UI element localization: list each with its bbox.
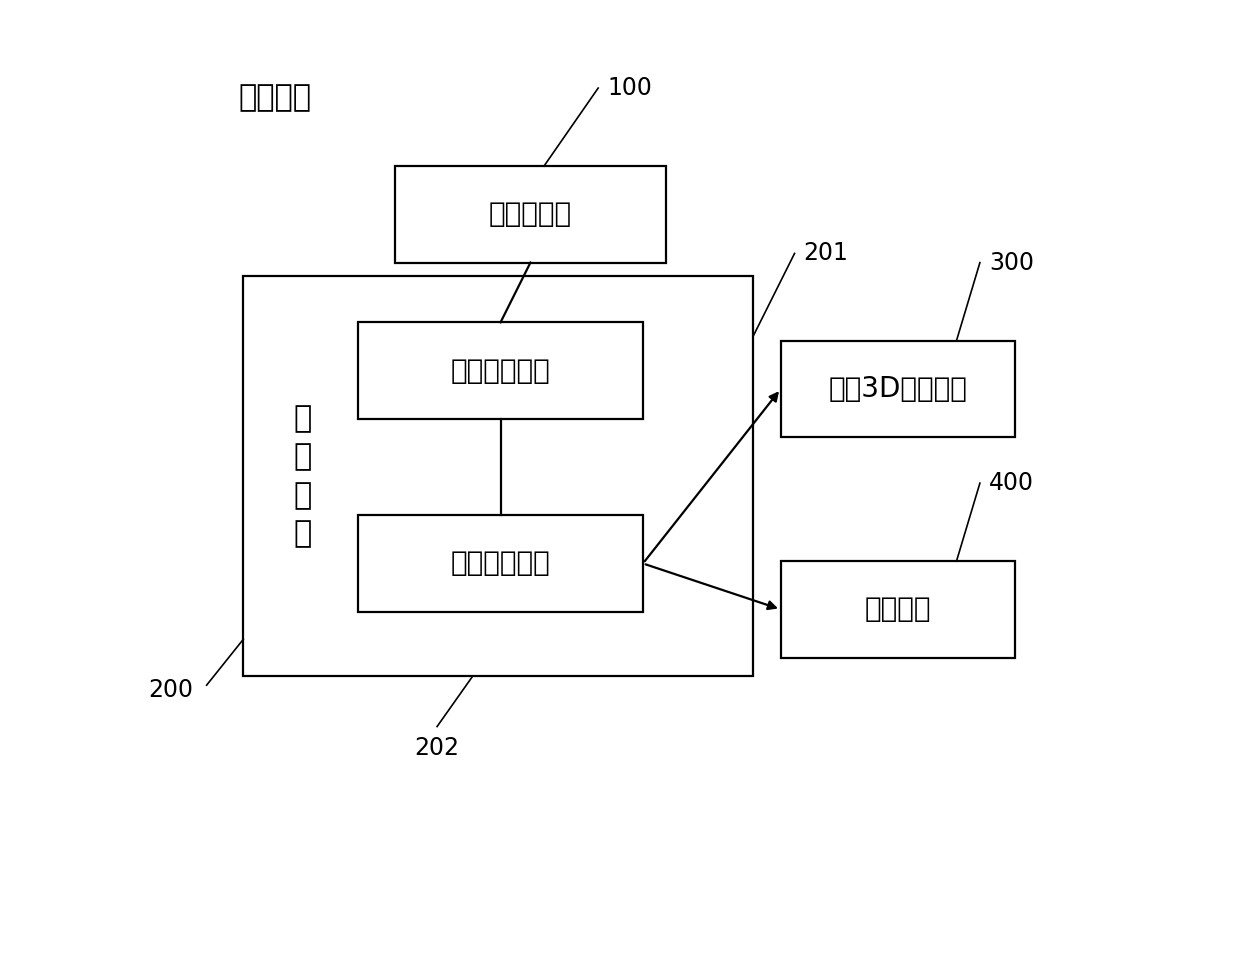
Text: 400: 400 xyxy=(990,471,1034,495)
Text: 处
理
装
置: 处 理 装 置 xyxy=(294,405,312,548)
Text: 投影屏幕: 投影屏幕 xyxy=(864,595,931,623)
Text: 300: 300 xyxy=(990,251,1034,275)
Text: 201: 201 xyxy=(804,241,848,265)
Text: 100: 100 xyxy=(608,76,652,100)
Text: 手术显微镜: 手术显微镜 xyxy=(489,200,572,229)
Text: 200: 200 xyxy=(148,678,192,701)
Bar xyxy=(243,277,753,676)
Bar xyxy=(358,323,644,419)
Text: 显示系统: 显示系统 xyxy=(239,82,311,112)
Text: 第一处理单元: 第一处理单元 xyxy=(450,357,551,385)
Bar xyxy=(781,561,1016,657)
Bar xyxy=(394,167,666,262)
Text: 202: 202 xyxy=(414,736,460,760)
Text: 第二处理单元: 第二处理单元 xyxy=(450,549,551,577)
Text: 裸眼3D显示设备: 裸眼3D显示设备 xyxy=(828,375,967,403)
Bar xyxy=(781,341,1016,437)
Bar xyxy=(358,515,644,612)
